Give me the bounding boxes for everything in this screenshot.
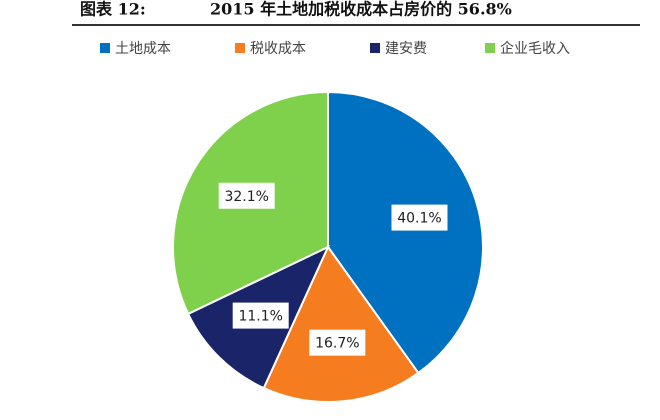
legend-swatch	[235, 43, 245, 53]
value-label-box	[391, 204, 448, 231]
value-label-box	[232, 302, 289, 329]
pie-slice	[327, 90, 484, 375]
legend-swatch	[370, 43, 380, 53]
value-label: 16.7%	[315, 336, 359, 352]
pie-slice	[262, 245, 420, 403]
chart-title: 2015 年土地加税收成本占房价的 56.8%	[210, 0, 512, 19]
legend-swatch	[485, 43, 495, 53]
legend-label: 税收成本	[250, 41, 306, 57]
value-label: 32.1%	[224, 189, 268, 205]
value-label-box	[218, 182, 275, 209]
chart-label: 图表 12:	[80, 0, 146, 19]
legend-label: 建安费	[385, 41, 427, 57]
legend-label: 土地成本	[115, 41, 171, 57]
value-label: 40.1%	[397, 211, 441, 227]
value-label-box	[309, 329, 366, 356]
legend-swatch	[100, 43, 110, 53]
value-label: 11.1%	[238, 309, 282, 325]
legend-label: 企业毛收入	[500, 40, 570, 57]
